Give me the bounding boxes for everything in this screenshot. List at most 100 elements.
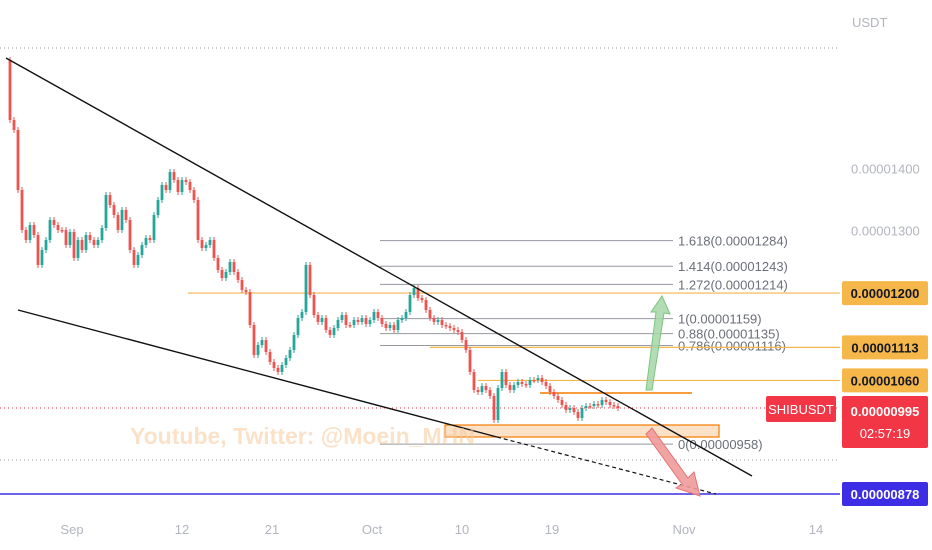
candle-body [324,318,328,330]
candle-body [220,270,224,278]
fib-label: 1.272(0.00001214) [678,277,788,292]
candle-body [480,386,484,392]
candle-body [396,320,400,330]
candle-body [492,396,496,420]
candle-body [164,185,168,190]
y-tick-label: 0.00001400 [851,161,920,176]
candle-body [536,378,540,380]
price-tag-label: 0.00000878 [851,487,920,502]
candle-body [256,345,260,355]
candle-body [64,230,68,245]
candle-body [296,318,300,335]
candle-body [32,225,36,235]
candle-body [456,330,460,332]
candle-body [172,172,176,180]
current-price-label: 0.00000995 [851,404,920,419]
candle-body [408,295,412,312]
candle-body [152,215,156,240]
candle-body [196,200,200,240]
candle-body [304,265,308,312]
candle-body [444,325,448,327]
candle-body [224,272,228,278]
candle-body [188,182,192,190]
watermark-text: Youtube, Twitter: @Moein_MHN [130,423,475,449]
lower-trendline-projection [496,436,717,495]
x-tick-label: Oct [362,522,383,537]
candle-body [552,392,556,396]
candle-body [608,402,612,405]
price-tag-label: 0.00001200 [851,286,920,301]
candle-body [352,320,356,325]
candle-body [92,240,96,245]
candle-body [468,350,472,372]
candle-body [168,172,172,190]
descending-trendline [5,57,753,477]
candle-body [564,405,568,410]
candle-body [496,388,500,420]
candle-body [300,312,304,318]
price-tag [842,482,928,506]
x-tick-label: 10 [455,522,469,537]
candle-body [544,382,548,386]
candle-body [208,240,212,245]
candle-body [472,372,476,390]
candle-body [116,215,120,230]
candle-body [524,384,528,386]
candle-body [268,352,272,362]
x-tick-label: 21 [265,522,279,537]
candle-body [280,365,284,372]
candle-body [160,185,164,200]
candle-body [100,228,104,240]
candle-body [24,230,28,240]
candle-body [136,255,140,265]
candle-body [612,405,616,407]
candle-body [460,332,464,340]
candle-body [8,60,12,120]
candle-body [204,245,208,248]
candle-body [388,325,392,328]
candle-body [576,412,580,418]
candle-body [540,378,544,382]
candle-body [424,300,428,310]
candle-body [508,385,512,390]
candle-body [56,225,60,230]
bullish-arrow [645,294,671,391]
candle-body [288,350,292,358]
bearish-arrow [645,427,701,497]
candle-body [228,262,232,272]
candle-body [520,382,524,384]
candle-body [200,240,204,248]
candle-body [392,325,396,330]
candle-body [132,250,136,265]
x-tick-label: Nov [672,522,696,537]
candle-body [384,324,388,328]
candle-body [144,238,148,245]
candle-body [48,220,52,240]
candle-body [464,340,468,350]
candle-body [356,320,360,322]
candle-body [112,205,116,215]
candle-body [40,250,44,265]
candle-body [308,265,312,295]
candle-body [500,372,504,388]
candle-body [60,230,64,232]
candle-body [476,390,480,392]
candle-body [368,320,372,324]
candle-body [568,408,572,410]
candle-body [328,330,332,335]
candle-body [124,210,128,220]
candle-body [312,295,316,315]
candle-body [36,235,40,265]
candle-body [440,320,444,325]
candle-body [348,325,352,327]
candle-body [184,180,188,182]
candle-body [284,358,288,365]
candle-body [372,312,376,320]
candle-body [572,408,576,412]
candle-body [84,235,88,250]
candle-body [232,262,236,272]
symbol-label: SHIBUSDT [768,402,834,417]
candle-body [344,315,348,325]
candle-body [400,318,404,320]
fib-label: 0.88(0.00001135) [678,327,780,342]
